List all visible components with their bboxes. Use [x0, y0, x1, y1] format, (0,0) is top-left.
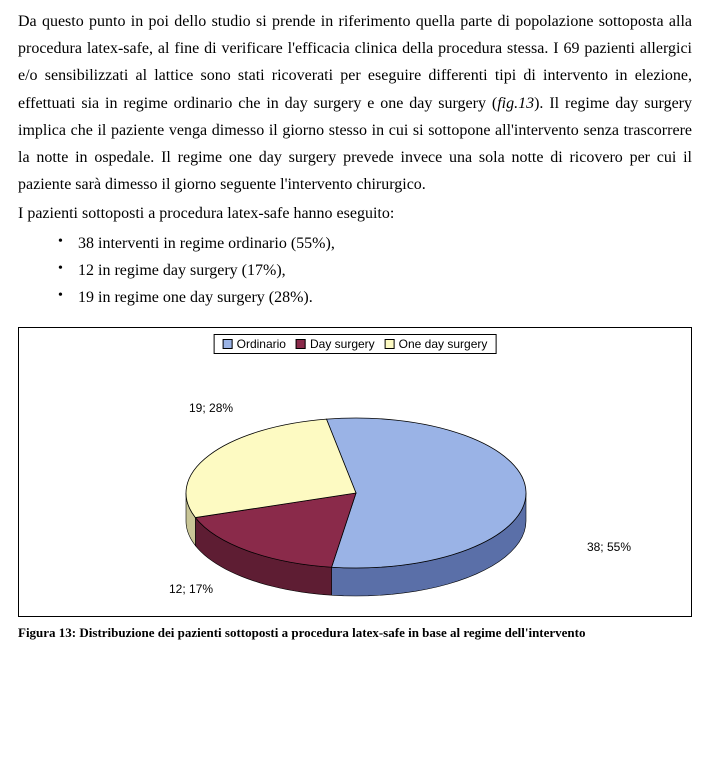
list-intro: I pazienti sottoposti a procedura latex-…	[18, 200, 692, 227]
figure-caption: Figura 13: Distribuzione dei pazienti so…	[18, 623, 692, 643]
legend-swatch	[223, 339, 233, 349]
pie-chart-frame: Ordinario Day surgery One day surgery 19…	[18, 327, 692, 617]
legend-item-day-surgery: Day surgery	[296, 337, 375, 351]
legend-label: Day surgery	[310, 337, 375, 351]
legend-item-ordinario: Ordinario	[223, 337, 286, 351]
pie-svg	[19, 363, 693, 618]
chart-legend: Ordinario Day surgery One day surgery	[214, 334, 497, 354]
slice-label-day-surgery: 12; 17%	[169, 582, 213, 596]
legend-swatch	[385, 339, 395, 349]
bullet-list: 38 interventi in regime ordinario (55%),…	[18, 230, 692, 312]
body-paragraph: Da questo punto in poi dello studio si p…	[18, 8, 692, 198]
legend-swatch	[296, 339, 306, 349]
slice-label-one-day: 19; 28%	[189, 401, 233, 415]
list-item: 12 in regime day surgery (17%),	[78, 257, 692, 284]
legend-label: Ordinario	[237, 337, 286, 351]
list-item: 38 interventi in regime ordinario (55%),	[78, 230, 692, 257]
slice-label-ordinario: 38; 55%	[587, 540, 631, 554]
pie-area: 19; 28% 38; 55% 12; 17%	[19, 363, 691, 616]
legend-label: One day surgery	[399, 337, 488, 351]
legend-item-one-day-surgery: One day surgery	[385, 337, 488, 351]
list-item: 19 in regime one day surgery (28%).	[78, 284, 692, 311]
figure-reference: fig.13	[497, 95, 534, 112]
